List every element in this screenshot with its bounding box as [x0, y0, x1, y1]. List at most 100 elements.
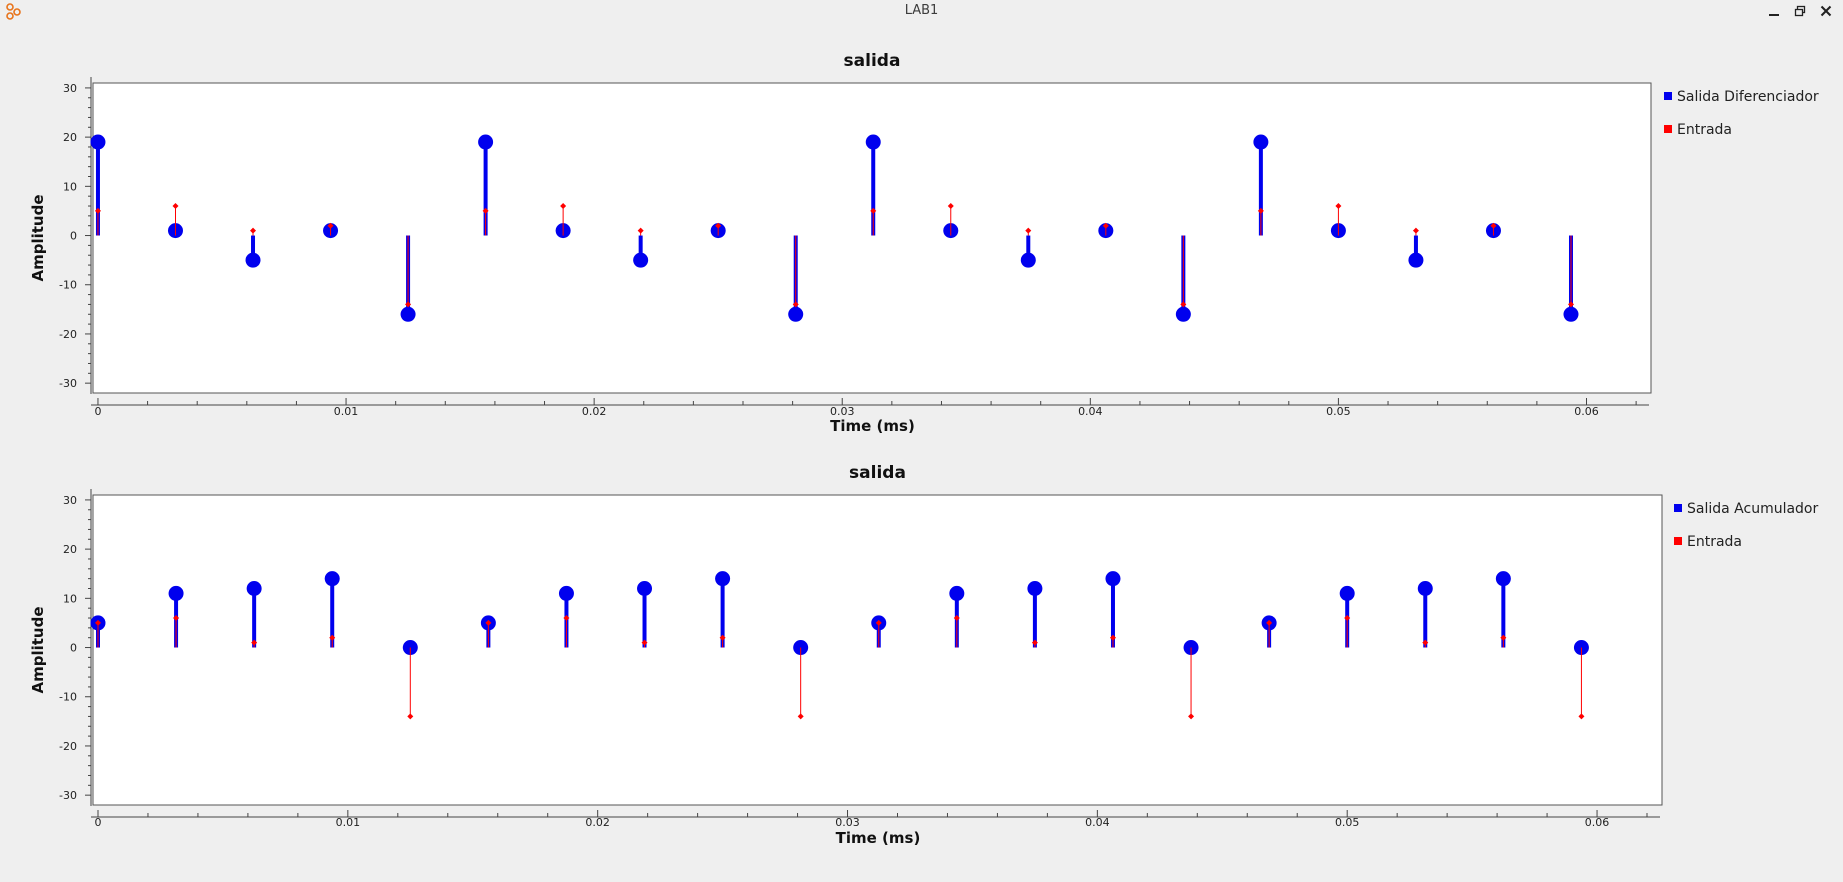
legend-swatch: [1664, 125, 1672, 133]
marker-input: [947, 203, 954, 210]
series-input: [94, 615, 1585, 720]
legend-label: Salida Acumulador: [1687, 501, 1818, 517]
marker-primary: [715, 571, 731, 587]
legend: Salida Diferenciador Entrada: [1664, 89, 1819, 138]
marker-primary: [400, 306, 416, 322]
marker-primary: [168, 585, 184, 601]
restore-icon: [1794, 5, 1806, 17]
close-button[interactable]: [1813, 0, 1839, 22]
marker-primary: [1020, 252, 1036, 268]
window-title: LAB1: [904, 3, 939, 18]
marker-input: [329, 634, 336, 641]
close-icon: [1820, 5, 1832, 17]
legend-label: Entrada: [1687, 534, 1742, 550]
x-tick-label: 0.05: [1326, 405, 1351, 418]
marker-primary: [558, 585, 574, 601]
marker-input: [94, 207, 101, 214]
marker-input: [251, 639, 258, 646]
marker-input: [94, 619, 101, 626]
minimize-icon: [1769, 14, 1779, 16]
marker-primary: [1339, 585, 1355, 601]
x-axis-label: Time (ms): [830, 417, 915, 435]
y-tick-label: -10: [59, 691, 77, 704]
y-axis: -30 -20 -10 0 10 20 30: [59, 77, 92, 394]
x-tick-label: 0: [94, 405, 101, 418]
y-tick-label: 30: [63, 494, 77, 507]
x-tick-label: 0.02: [582, 405, 607, 418]
marker-primary: [1105, 571, 1121, 587]
x-axis-label: Time (ms): [836, 829, 921, 847]
marker-input: [1344, 615, 1351, 622]
marker-input: [875, 619, 882, 626]
x-tick-label: 0.01: [334, 405, 359, 418]
marker-primary: [246, 580, 262, 596]
app-logo-icon: [6, 3, 21, 20]
legend: Salida Acumulador Entrada: [1674, 501, 1818, 550]
x-axis: 0 0.01 0.02 0.03 0.04 0.05 0.06: [91, 398, 1649, 418]
x-tick-label: 0.06: [1574, 405, 1599, 418]
marker-input: [1102, 222, 1109, 229]
x-tick-label: 0.04: [1085, 816, 1110, 829]
marker-input: [563, 615, 570, 622]
marker-primary: [1563, 306, 1579, 322]
y-tick-label: -20: [59, 740, 77, 753]
marker-input: [792, 301, 799, 308]
marker-input: [715, 222, 722, 229]
marker-input: [405, 301, 412, 308]
marker-primary: [1027, 580, 1043, 596]
marker-input: [1188, 713, 1195, 720]
marker-primary: [949, 585, 965, 601]
marker-input: [1025, 227, 1032, 234]
x-tick-label: 0.03: [830, 405, 855, 418]
minimize-button[interactable]: [1761, 0, 1787, 22]
marker-input: [1422, 639, 1429, 646]
marker-primary: [637, 580, 653, 596]
legend-label: Salida Diferenciador: [1677, 89, 1819, 105]
x-tick-label: 0.03: [835, 816, 860, 829]
marker-primary: [1408, 252, 1424, 268]
series-input: [94, 203, 1574, 308]
marker-input: [1266, 619, 1273, 626]
x-tick-label: 0.05: [1335, 816, 1360, 829]
marker-input: [1500, 634, 1507, 641]
marker-input: [1335, 203, 1342, 210]
marker-input: [1109, 634, 1116, 641]
marker-input: [719, 634, 726, 641]
y-axis-label: Amplitude: [29, 194, 47, 281]
legend-label: Entrada: [1677, 122, 1732, 138]
y-axis-label: Amplitude: [29, 606, 47, 693]
marker-primary: [865, 134, 881, 150]
x-tick-label: 0.04: [1078, 405, 1103, 418]
restore-button[interactable]: [1787, 0, 1813, 22]
plot-area: [92, 494, 1663, 806]
marker-primary: [245, 252, 261, 268]
marker-primary: [788, 306, 804, 322]
marker-input: [1257, 207, 1264, 214]
chart-2: salida Amplitude Time (ms) -30 -20 -10 0 10 20 30…: [29, 463, 1818, 847]
marker-input: [560, 203, 567, 210]
y-tick-label: -20: [59, 328, 77, 341]
y-tick-label: -30: [59, 377, 77, 390]
x-tick-label: 0.01: [336, 816, 361, 829]
marker-primary: [324, 571, 340, 587]
marker-input: [407, 713, 414, 720]
x-tick-label: 0.06: [1585, 816, 1610, 829]
marker-input: [1031, 639, 1038, 646]
legend-swatch: [1664, 92, 1672, 100]
marker-input: [327, 222, 334, 229]
marker-input: [485, 619, 492, 626]
y-tick-label: 30: [63, 82, 77, 95]
marker-input: [1412, 227, 1419, 234]
x-axis: 0 0.01 0.02 0.03 0.04 0.05 0.06: [91, 810, 1660, 829]
marker-primary: [633, 252, 649, 268]
chart-title: salida: [849, 463, 906, 483]
y-tick-label: 0: [70, 642, 77, 655]
marker-primary: [1253, 134, 1269, 150]
marker-input: [1578, 713, 1585, 720]
x-tick-label: 0.02: [585, 816, 610, 829]
marker-input: [641, 639, 648, 646]
y-tick-label: 20: [63, 131, 77, 144]
chart-1: salida Amplitude Time (ms) -30 -20 -10 0 10 20 30…: [29, 51, 1819, 435]
marker-primary: [1495, 571, 1511, 587]
